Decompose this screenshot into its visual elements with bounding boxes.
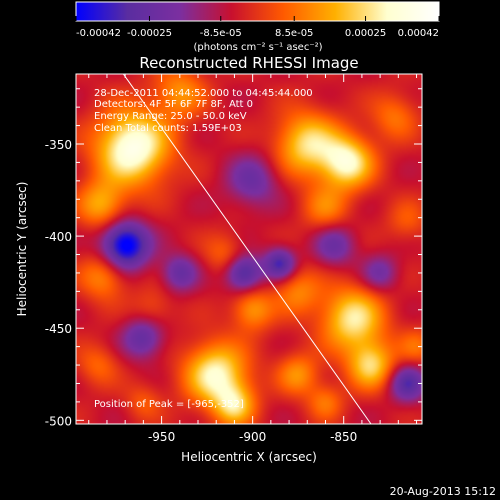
colorbar-tick-label: -8.5e-05 [200, 28, 242, 39]
x-tick-label: -900 [239, 430, 266, 444]
y-tick-label: -450 [45, 322, 72, 336]
colorbar [75, 1, 440, 22]
y-axis: -500 -450 -400 -350 [45, 88, 422, 428]
annotation-detectors: Detectors: 4F 5F 6F 7F 8F, Att 0 [94, 99, 253, 110]
annotation-counts: Clean Total counts: 1.59E+03 [94, 123, 242, 134]
timestamp: 20-Aug-2013 15:12 [389, 485, 496, 498]
rhessi-chart: -0.00042 -0.00025 -8.5e-05 8.5e-05 0.00025 0.… [15, 1, 440, 464]
x-axis-label: Heliocentric X (arcsec) [181, 450, 317, 464]
colorbar-tick-label: -0.00025 [127, 28, 172, 39]
chart-title: Reconstructed RHESSI Image [139, 54, 358, 72]
x-tick-label: -850 [330, 430, 357, 444]
annotation-time: 28-Dec-2011 04:44:52.000 to 04:45:44.000 [94, 88, 313, 99]
colorbar-ticks: -0.00042 -0.00025 -8.5e-05 8.5e-05 0.00025 0.… [75, 16, 440, 39]
colorbar-tick-label: 0.00025 [345, 28, 386, 39]
colorbar-unit-label: (photons cm⁻² s⁻¹ asec⁻²) [193, 42, 322, 53]
x-tick-label: -950 [148, 430, 175, 444]
annotation-energy: Energy Range: 25.0 - 50.0 keV [94, 111, 247, 122]
y-tick-label: -400 [45, 230, 72, 244]
solar-limb-line [122, 74, 372, 424]
annotation-block: 28-Dec-2011 04:44:52.000 to 04:45:44.000… [94, 88, 313, 410]
heatmap-image [76, 74, 422, 424]
y-axis-label: Heliocentric Y (arcsec) [15, 182, 29, 317]
colorbar-tick-label: -0.00042 [76, 28, 121, 39]
plot-frame [75, 73, 423, 425]
heatmap-raster [76, 74, 422, 424]
x-axis: -950 -900 -850 [88, 74, 418, 444]
colorbar-tick-label: 0.00042 [398, 28, 439, 39]
y-tick-label: -500 [45, 414, 72, 428]
y-tick-label: -350 [45, 138, 72, 152]
annotation-peak: Position of Peak = [-965,-352] [94, 399, 244, 410]
colorbar-tick-label: 8.5e-05 [275, 28, 313, 39]
